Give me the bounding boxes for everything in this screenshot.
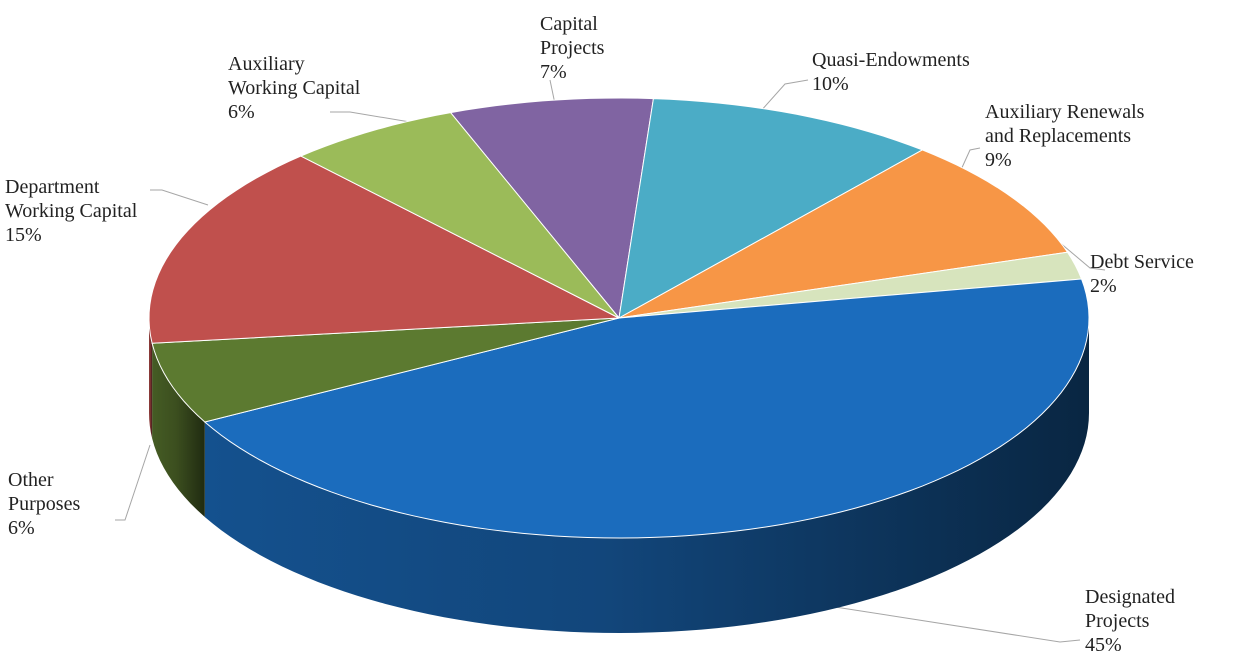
value-label: 2% — [1090, 275, 1117, 297]
slice-label: Other Purposes 6% — [8, 468, 108, 540]
leader-lines — [115, 79, 1106, 643]
pie-slice — [618, 98, 924, 319]
slice-label: Designated Projects 45% — [1085, 585, 1195, 657]
slice-label: Auxiliary Renewals and Replacements 9% — [985, 100, 1175, 172]
slice-label: Quasi-Endowments 10% — [812, 48, 1012, 96]
slice-label: Capital Projects 7% — [540, 12, 620, 84]
pie-slice — [299, 112, 620, 319]
leader-line — [959, 147, 981, 173]
slice-side — [152, 343, 205, 517]
category-label: Auxiliary Renewals and Replacements — [985, 101, 1145, 147]
pie-slice — [151, 317, 620, 423]
value-label: 7% — [540, 61, 567, 83]
value-label: 9% — [985, 149, 1012, 171]
slice-label: Debt Service 2% — [1090, 250, 1250, 298]
value-label: 6% — [8, 517, 35, 539]
slice-label: Auxiliary Working Capital 6% — [228, 52, 378, 124]
category-label: Debt Service — [1090, 251, 1194, 273]
category-label: Other Purposes — [8, 469, 81, 515]
leader-line — [115, 444, 151, 521]
leader-line — [1051, 235, 1106, 271]
category-label: Capital Projects — [540, 13, 605, 59]
pie-slice — [618, 149, 1069, 319]
pie-slice — [449, 97, 655, 320]
slice-label: Department Working Capital 15% — [5, 175, 170, 247]
value-label: 10% — [812, 73, 849, 95]
slice-side — [204, 318, 1090, 633]
pie-slice — [203, 278, 1090, 539]
value-label: 15% — [5, 224, 42, 246]
leader-line — [330, 111, 411, 123]
pie-slice — [148, 155, 621, 344]
tops — [148, 97, 1090, 539]
value-label: 45% — [1085, 634, 1122, 656]
category-label: Designated Projects — [1085, 586, 1175, 632]
walls — [149, 318, 1090, 633]
slice-side — [149, 318, 153, 439]
value-label: 6% — [228, 101, 255, 123]
leader-line — [789, 599, 1081, 643]
category-label: Department Working Capital — [5, 176, 138, 222]
leader-line — [150, 189, 209, 206]
category-label: Auxiliary Working Capital — [228, 53, 361, 99]
category-label: Quasi-Endowments — [812, 49, 970, 71]
leader-line — [759, 79, 809, 113]
